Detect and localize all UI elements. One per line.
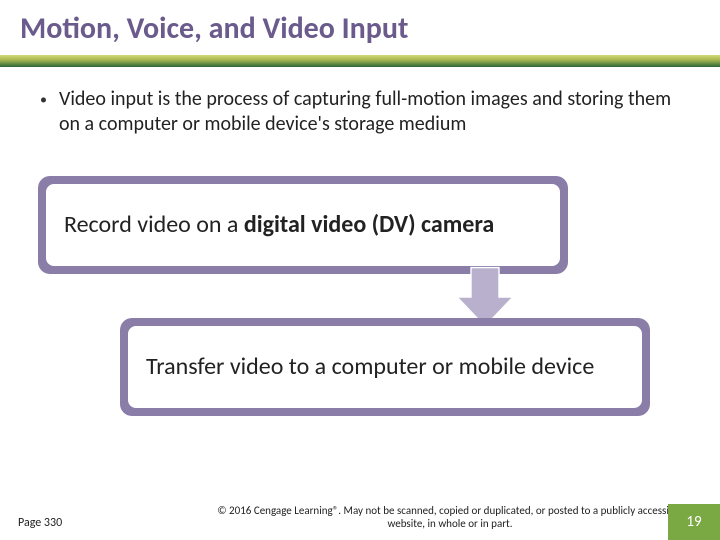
body-area: • Video input is the process of capturin…	[0, 67, 720, 137]
slide: Motion, Voice, and Video Input • Video i…	[0, 0, 720, 540]
box-outer: Transfer video to a computer or mobile d…	[120, 318, 650, 416]
bullet-item: • Video input is the process of capturin…	[40, 87, 680, 137]
process-box-1: Record video on a digital video (DV) cam…	[38, 176, 568, 274]
slide-title: Motion, Voice, and Video Input	[20, 10, 700, 47]
page-reference: Page 330	[0, 516, 180, 530]
process-box-2: Transfer video to a computer or mobile d…	[120, 318, 650, 416]
box-text-bold: digital video (DV) camera	[244, 210, 494, 239]
bullet-dot: •	[40, 91, 47, 108]
box-outer: Record video on a digital video (DV) cam…	[38, 176, 568, 274]
divider-bar	[0, 55, 720, 67]
box-inner: Transfer video to a computer or mobile d…	[128, 326, 642, 408]
box-text-1: Record video on a digital video (DV) cam…	[64, 211, 494, 240]
box-inner: Record video on a digital video (DV) cam…	[46, 184, 560, 266]
copyright-text: © 2016 Cengage Learning®. May not be sca…	[180, 504, 720, 530]
title-area: Motion, Voice, and Video Input	[0, 0, 720, 47]
footer: Page 330 © 2016 Cengage Learning®. May n…	[0, 504, 720, 530]
box-text-2: Transfer video to a computer or mobile d…	[146, 353, 594, 382]
bullet-text: Video input is the process of capturing …	[59, 87, 680, 137]
slide-number: 19	[668, 504, 720, 540]
box-text-part: Record video on a	[64, 210, 244, 239]
